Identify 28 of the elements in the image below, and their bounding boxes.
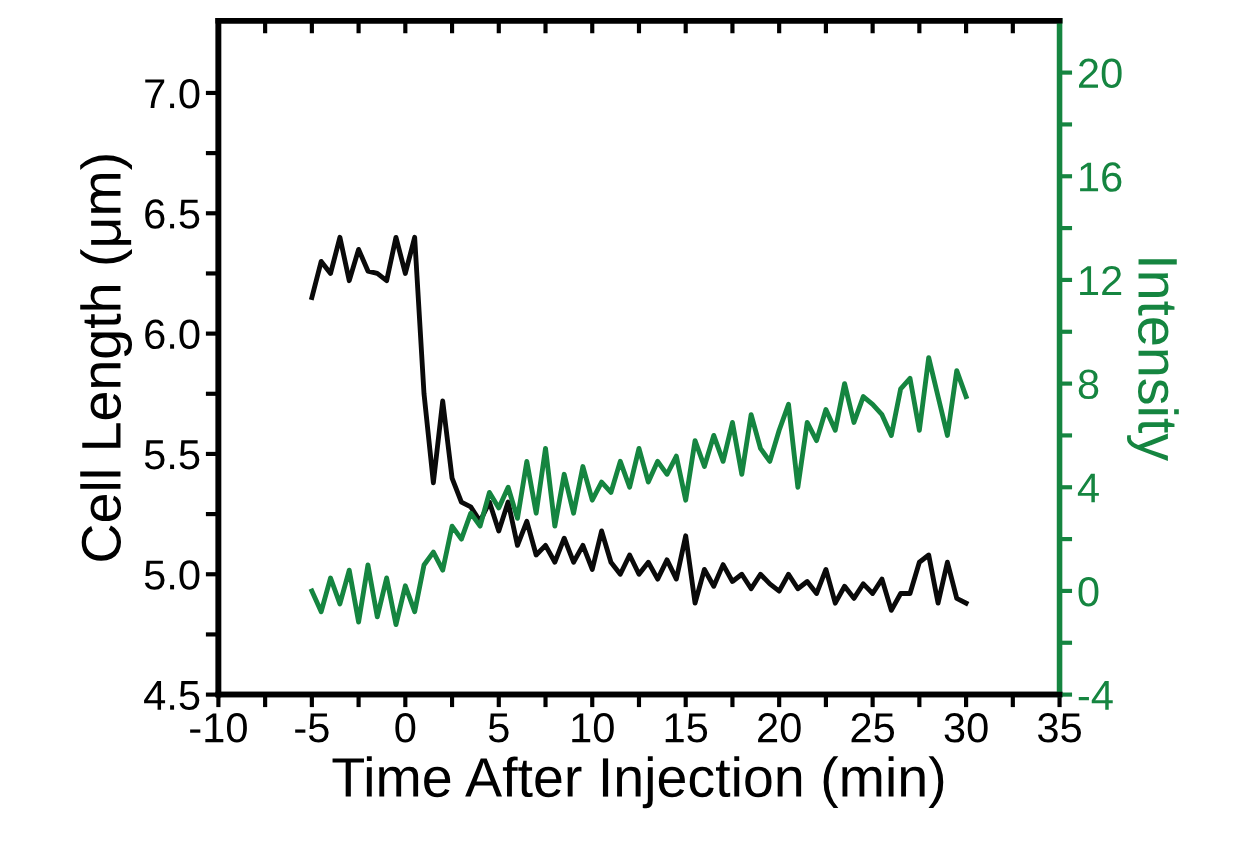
line-series: [309, 234, 969, 613]
x-tick-label: 20: [758, 713, 801, 743]
y-tick-label: 4.5: [144, 681, 200, 711]
y2-tick-label: -4: [1078, 681, 1113, 710]
x-tick-label: -10: [190, 713, 247, 743]
x-tick-label: 0: [395, 713, 416, 743]
x-tick-label: 10: [572, 713, 614, 743]
y-tick-label: 6.0: [145, 319, 200, 350]
y2-axis-title: Intensity: [1127, 259, 1179, 462]
y-tick-label: 6.5: [145, 199, 200, 229]
y-axis-title: Cell Length (μm): [80, 155, 133, 561]
y2-tick-label: 16: [1080, 162, 1122, 192]
x-tick-label: 5: [488, 713, 509, 743]
y-tick-label: 5.5: [144, 440, 200, 470]
y-tick-label: 5.0: [144, 560, 200, 590]
y2-tick-label: 20: [1079, 58, 1122, 89]
x-tick-label: 15: [665, 713, 708, 743]
y2-tick-label: 8: [1078, 369, 1099, 400]
y-tick-label: 7.0: [145, 78, 200, 109]
x-tick-label: -5: [295, 713, 329, 743]
x-axis-title: Time After Injection (min): [332, 756, 944, 809]
y2-tick-label: 12: [1080, 265, 1122, 296]
y2-tick-label: 4: [1077, 473, 1099, 503]
line-series: [309, 355, 969, 628]
x-tick-label: 30: [944, 713, 988, 743]
y2-tick-label: 0: [1078, 576, 1099, 607]
x-tick-label: 35: [1037, 713, 1081, 743]
x-tick-label: 25: [851, 713, 895, 743]
